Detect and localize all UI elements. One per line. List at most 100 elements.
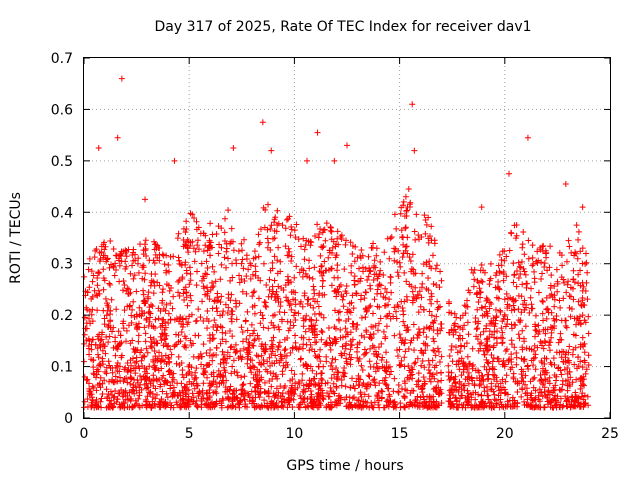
data-point bbox=[490, 376, 497, 383]
data-point bbox=[228, 307, 235, 314]
data-point bbox=[220, 397, 227, 404]
data-point bbox=[98, 336, 105, 343]
data-point bbox=[363, 349, 370, 356]
data-point bbox=[551, 317, 558, 324]
data-point bbox=[310, 399, 317, 406]
data-point bbox=[307, 302, 314, 309]
data-point bbox=[190, 245, 197, 252]
data-point bbox=[229, 333, 236, 340]
data-point bbox=[334, 267, 341, 274]
data-point bbox=[356, 402, 363, 409]
data-point bbox=[418, 362, 425, 369]
data-point bbox=[571, 398, 578, 405]
data-point bbox=[269, 290, 276, 297]
data-point bbox=[206, 380, 213, 387]
data-point bbox=[493, 314, 500, 321]
data-point bbox=[103, 386, 110, 393]
data-point bbox=[200, 394, 207, 401]
data-point bbox=[542, 369, 549, 376]
data-point bbox=[94, 333, 101, 340]
data-point bbox=[539, 310, 546, 317]
data-point bbox=[382, 381, 389, 388]
data-point bbox=[351, 273, 358, 280]
data-point bbox=[170, 253, 177, 260]
data-point bbox=[557, 395, 564, 402]
data-point bbox=[393, 225, 400, 232]
data-point bbox=[361, 295, 368, 302]
data-point bbox=[415, 326, 422, 333]
data-point bbox=[254, 366, 261, 373]
data-point bbox=[265, 201, 272, 208]
data-point bbox=[144, 293, 151, 300]
data-point bbox=[229, 363, 236, 370]
data-point bbox=[570, 331, 577, 338]
data-point bbox=[528, 403, 535, 410]
data-point bbox=[414, 393, 421, 400]
data-point bbox=[334, 368, 341, 375]
data-point bbox=[499, 329, 506, 336]
data-point bbox=[215, 297, 222, 304]
data-point bbox=[366, 373, 373, 380]
data-point bbox=[194, 237, 201, 244]
data-point bbox=[259, 119, 266, 126]
data-point bbox=[396, 331, 403, 338]
data-point bbox=[358, 246, 365, 253]
data-point bbox=[153, 391, 160, 398]
data-point bbox=[375, 351, 382, 358]
data-point bbox=[237, 347, 244, 354]
data-point bbox=[200, 365, 207, 372]
data-point bbox=[257, 277, 264, 284]
data-point bbox=[372, 368, 379, 375]
data-point bbox=[560, 276, 567, 283]
data-point bbox=[98, 395, 105, 402]
data-point bbox=[225, 304, 232, 311]
data-point bbox=[531, 404, 538, 411]
data-point bbox=[188, 311, 195, 318]
data-point bbox=[485, 347, 492, 354]
data-point bbox=[387, 235, 394, 242]
data-point bbox=[358, 362, 365, 369]
data-point bbox=[318, 336, 325, 343]
x-tick-label: 0 bbox=[80, 426, 89, 442]
data-point bbox=[94, 292, 101, 299]
data-point bbox=[271, 219, 278, 226]
data-point bbox=[296, 269, 303, 276]
data-point bbox=[530, 362, 537, 369]
data-point bbox=[421, 364, 428, 371]
data-point bbox=[287, 377, 294, 384]
data-point bbox=[373, 360, 380, 367]
data-point bbox=[300, 267, 307, 274]
data-point bbox=[486, 343, 493, 350]
data-point bbox=[206, 393, 213, 400]
data-point bbox=[141, 324, 148, 331]
data-point bbox=[348, 299, 355, 306]
data-point bbox=[139, 264, 146, 271]
data-point bbox=[333, 252, 340, 259]
data-point bbox=[540, 345, 547, 352]
data-point bbox=[300, 396, 307, 403]
data-point bbox=[154, 279, 161, 286]
data-point bbox=[245, 351, 252, 358]
data-point bbox=[546, 347, 553, 354]
data-point bbox=[382, 333, 389, 340]
data-point bbox=[160, 342, 167, 349]
data-point bbox=[83, 325, 90, 332]
data-point bbox=[193, 218, 200, 225]
data-point bbox=[474, 336, 481, 343]
data-point bbox=[452, 344, 459, 351]
data-point bbox=[497, 380, 504, 387]
data-point bbox=[506, 170, 513, 177]
data-point bbox=[144, 401, 151, 408]
data-point bbox=[426, 308, 433, 315]
data-point bbox=[536, 328, 543, 335]
data-point bbox=[170, 293, 177, 300]
data-point bbox=[372, 382, 379, 389]
data-point bbox=[142, 196, 149, 203]
data-point bbox=[142, 396, 149, 403]
data-point bbox=[474, 277, 481, 284]
data-point bbox=[116, 278, 123, 285]
data-point bbox=[357, 376, 364, 383]
data-point bbox=[134, 377, 141, 384]
data-point bbox=[317, 358, 324, 365]
data-point bbox=[97, 337, 104, 344]
